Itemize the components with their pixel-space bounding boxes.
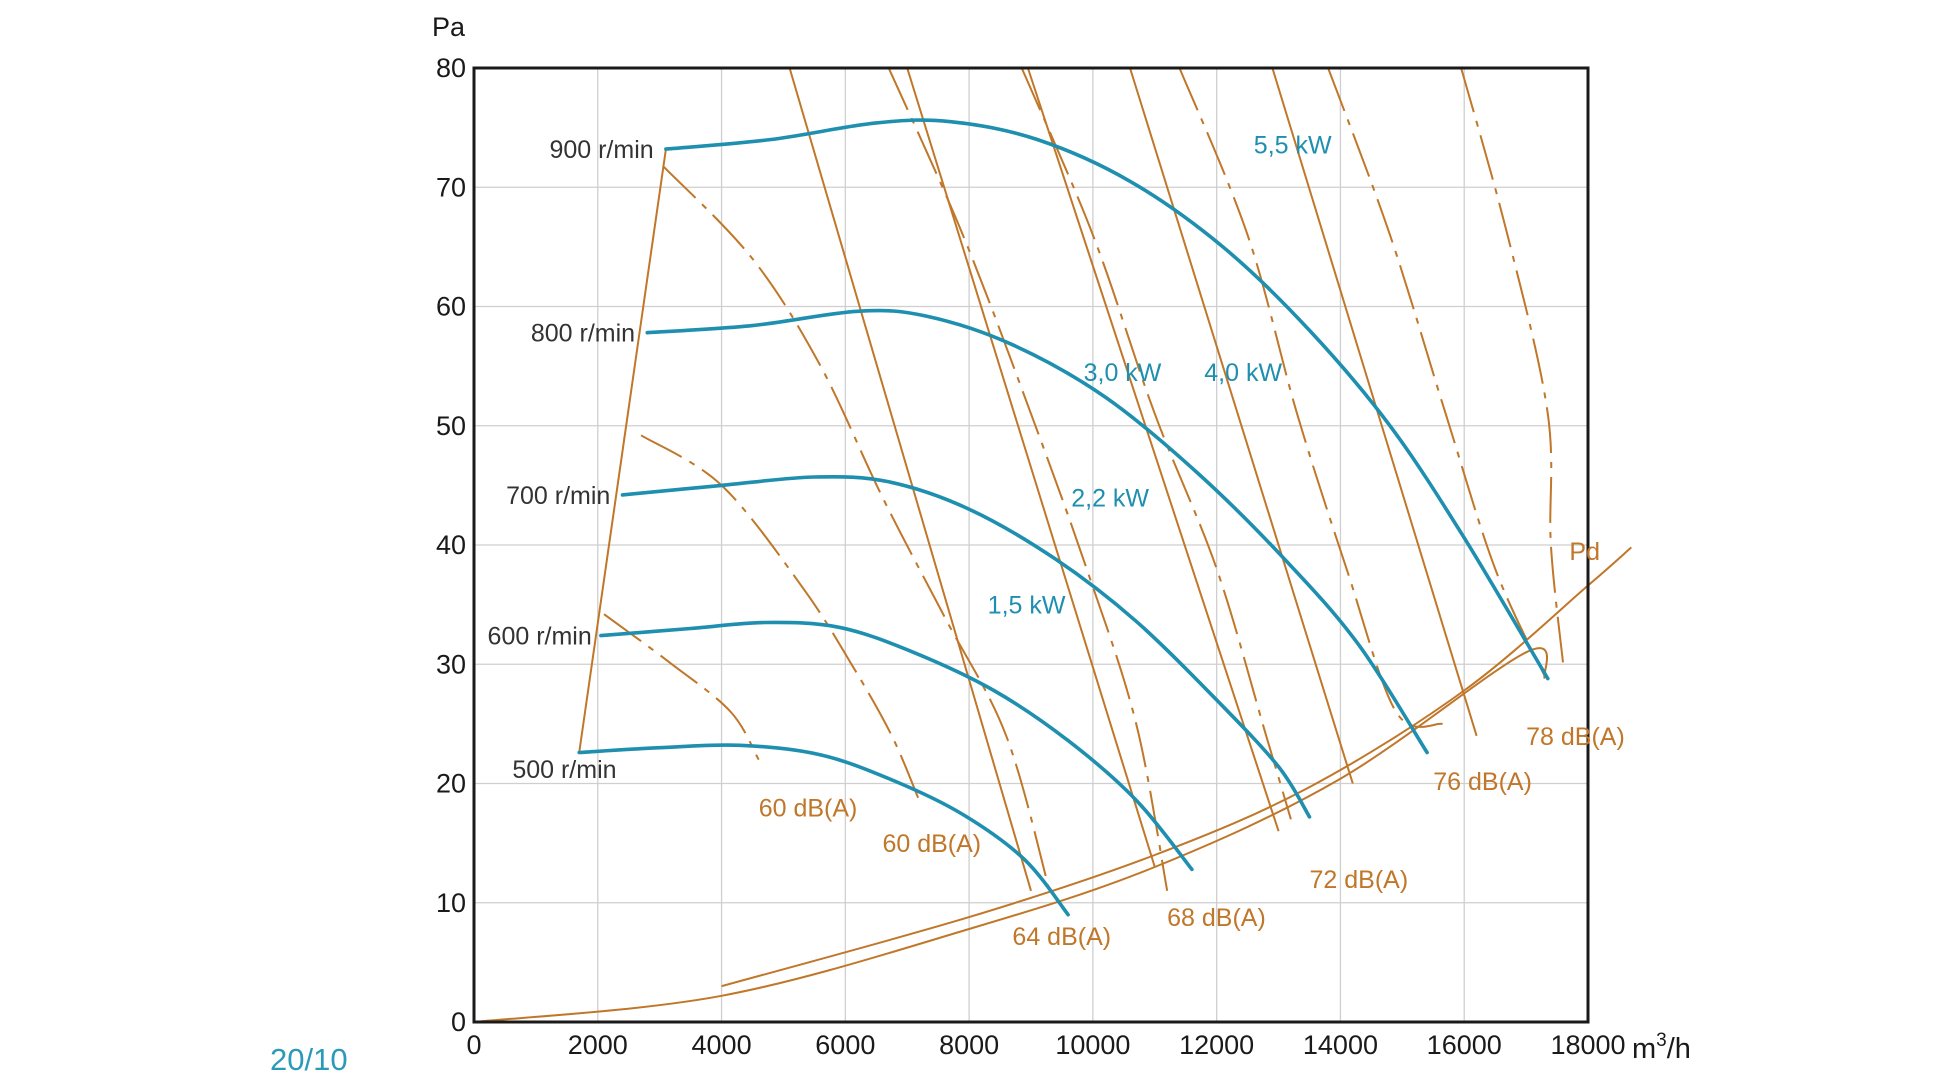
sound-level-line <box>1178 67 1443 728</box>
kw-label: 5,5 kW <box>1254 131 1332 159</box>
sound-level-line <box>887 67 1169 891</box>
sound-level-line <box>640 434 921 802</box>
rpm-label: 900 r/min <box>549 136 653 164</box>
power-line <box>788 67 1032 892</box>
y-tick-label: 80 <box>436 53 466 83</box>
db-label: 60 dB(A) <box>759 794 858 822</box>
x-tick-label: 8000 <box>939 1030 999 1060</box>
x-tick-label: 2000 <box>568 1030 628 1060</box>
x-tick-label: 10000 <box>1055 1030 1130 1060</box>
x-tick-label: 0 <box>466 1030 481 1060</box>
rpm-label: 600 r/min <box>488 623 592 651</box>
limit-line <box>721 546 1632 988</box>
y-tick-label: 50 <box>436 411 466 441</box>
plot-frame <box>472 66 1590 1024</box>
y-tick-label: 60 <box>436 292 466 322</box>
rpm-label: 800 r/min <box>531 320 635 348</box>
y-axis-label: Pa <box>432 12 466 42</box>
y-tick-label: 40 <box>436 530 466 560</box>
db-label: 72 dB(A) <box>1310 866 1409 894</box>
x-tick-label: 16000 <box>1427 1030 1502 1060</box>
y-tick-label: 70 <box>436 172 466 202</box>
rpm-label: 700 r/min <box>506 482 610 510</box>
sound-level-line <box>603 613 760 761</box>
sound-level-line <box>1327 67 1546 677</box>
kw-label: 1,5 kW <box>988 592 1066 620</box>
x-tick-label: 6000 <box>815 1030 875 1060</box>
x-tick-label: 4000 <box>692 1030 752 1060</box>
db-label: 76 dB(A) <box>1433 768 1532 796</box>
fan-curve <box>645 308 1429 755</box>
y-tick-label: 10 <box>436 888 466 918</box>
limit-line <box>473 647 1549 1023</box>
kw-label: 3,0 kW <box>1084 359 1162 387</box>
fan-curve <box>599 620 1194 872</box>
sound-level-line <box>662 165 1051 892</box>
power-line <box>1026 67 1280 832</box>
db-label: 60 dB(A) <box>882 830 981 858</box>
power-line <box>1129 67 1354 784</box>
fan-curve <box>664 118 1550 681</box>
db-label: 64 dB(A) <box>1012 923 1111 951</box>
x-tick-label: 18000 <box>1550 1030 1625 1060</box>
x-tick-label: 14000 <box>1303 1030 1378 1060</box>
curve-labels: 900 r/min 800 r/min 700 r/min 600 r/min 500 … <box>488 131 1625 951</box>
db-label: 68 dB(A) <box>1167 904 1266 932</box>
db-label: Pd <box>1569 538 1600 566</box>
x-tick-label: 12000 <box>1179 1030 1254 1060</box>
kw-label: 2,2 kW <box>1071 484 1149 512</box>
fan-curve <box>577 743 1070 917</box>
power-line <box>1271 67 1478 737</box>
fan-curves <box>577 118 1550 917</box>
figure-caption: 20/10 <box>270 1042 348 1077</box>
rpm-label: 500 r/min <box>512 756 616 784</box>
fan-curve <box>620 474 1312 819</box>
y-tick-label: 20 <box>436 769 466 799</box>
kw-label: 4,0 kW <box>1204 359 1282 387</box>
auxiliary-lines <box>473 67 1632 1023</box>
y-tick-label: 30 <box>436 649 466 679</box>
sound-level-line <box>1460 67 1565 665</box>
db-label: 78 dB(A) <box>1526 723 1625 751</box>
limit-line <box>578 148 667 753</box>
sound-level-line <box>1020 67 1292 820</box>
power-line <box>906 67 1156 868</box>
y-tick-label: 0 <box>451 1007 466 1037</box>
axis-ticks: 0 2000 4000 6000 8000 10000 12000 14000 16000 180… <box>436 53 1626 1060</box>
x-axis-label: m3/h <box>1632 1030 1691 1065</box>
grid-lines <box>474 68 1588 1022</box>
